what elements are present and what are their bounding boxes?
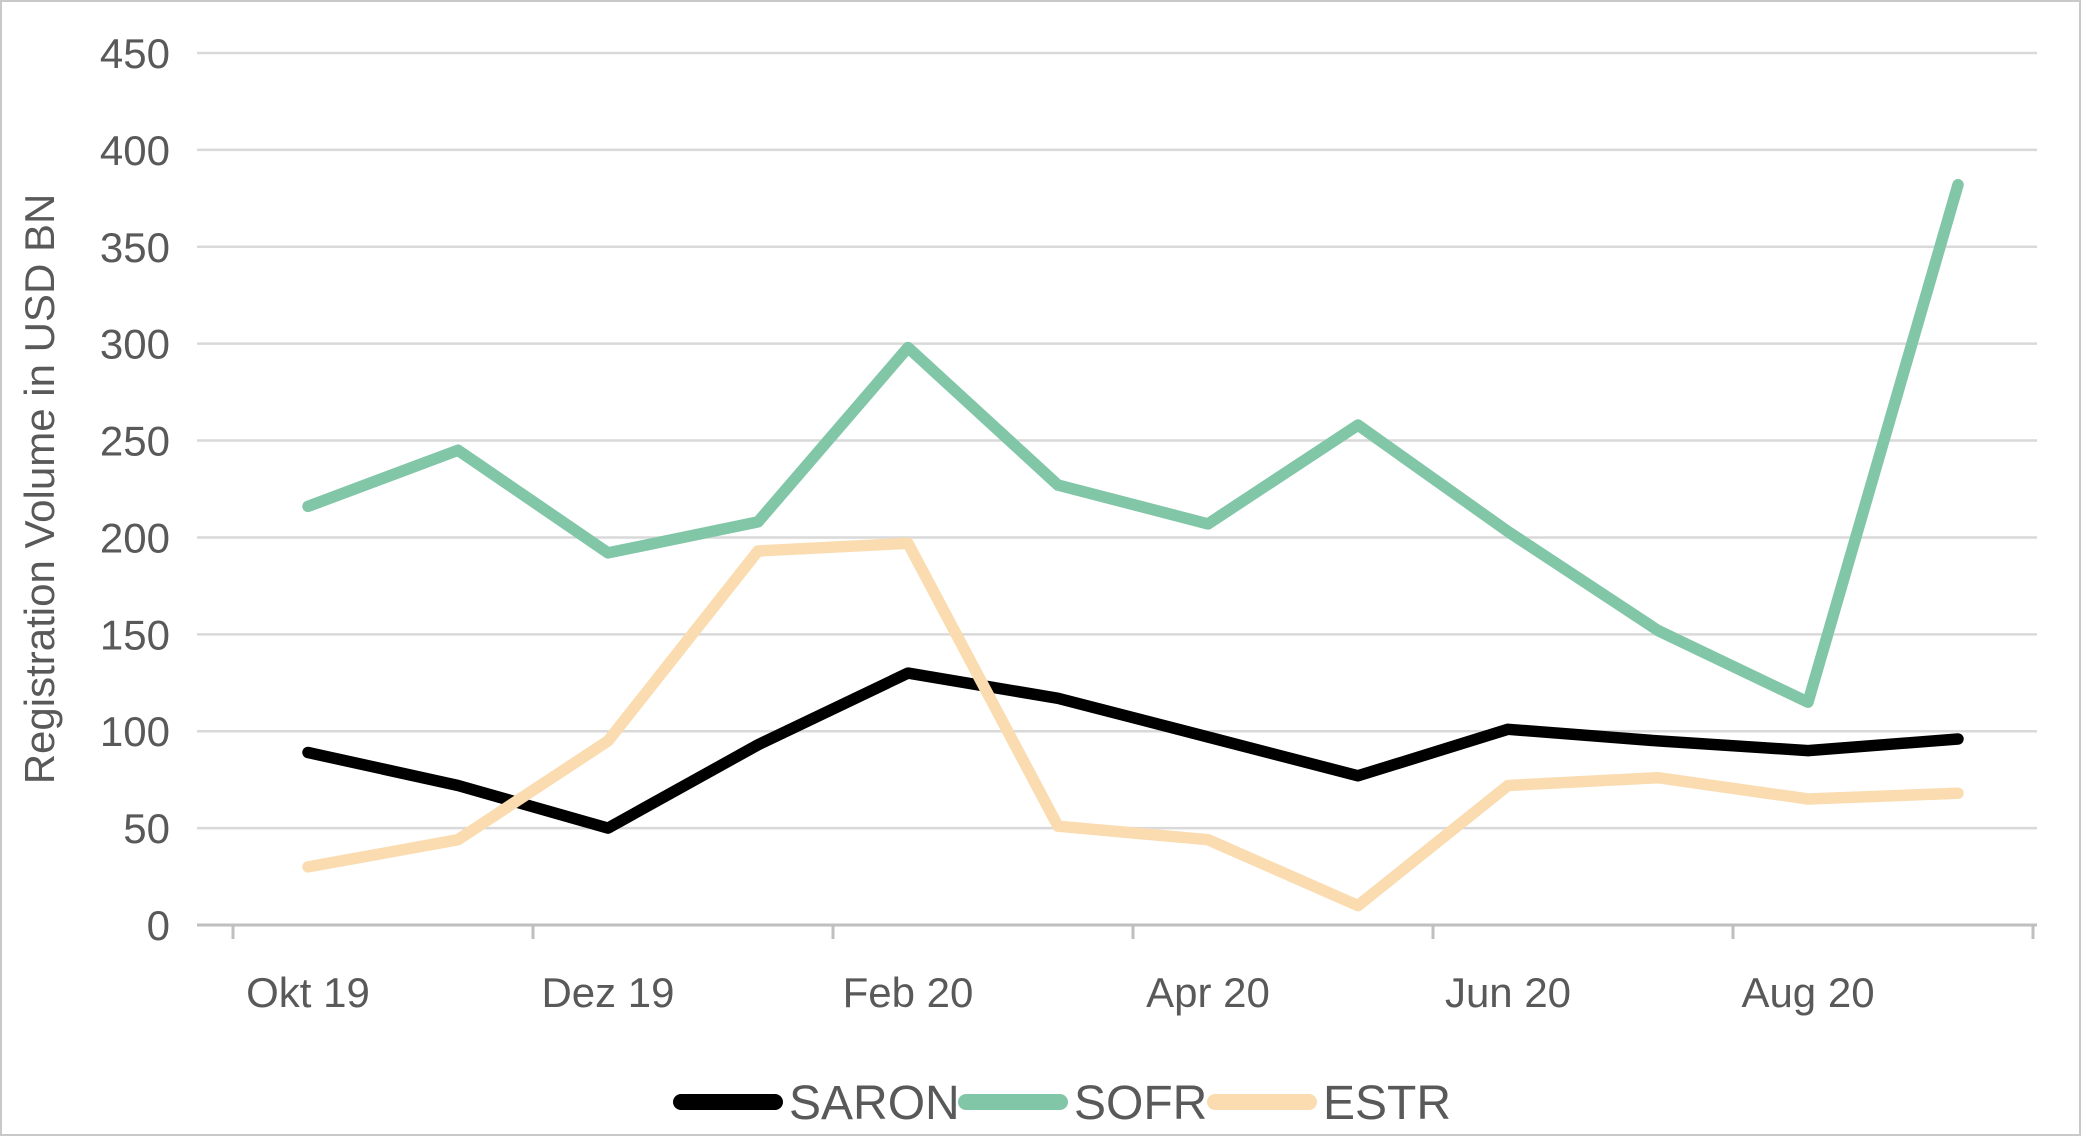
series-lines bbox=[302, 179, 1964, 912]
y-axis-title: Registration Volume in USD BN bbox=[16, 194, 63, 785]
series-line-sofr bbox=[302, 179, 1964, 708]
series-line-saron bbox=[302, 667, 1964, 834]
y-tick-label-100: 100 bbox=[100, 708, 170, 755]
legend-item-saron: SARON bbox=[673, 1077, 960, 1130]
legend: SARON SOFR ESTR bbox=[673, 1077, 1451, 1130]
x-tick-label-aug-20: Aug 20 bbox=[1741, 969, 1874, 1016]
y-tick-label-250: 250 bbox=[100, 418, 170, 465]
y-tick-label-150: 150 bbox=[100, 611, 170, 658]
y-tick-label-300: 300 bbox=[100, 321, 170, 368]
legend-label-estr: ESTR bbox=[1323, 1077, 1451, 1130]
y-axis-tick-labels: 0 50 100 150 200 250 300 350 400 450 bbox=[100, 30, 170, 949]
y-tick-label-0: 0 bbox=[147, 902, 170, 949]
series-line-estr bbox=[302, 537, 1964, 912]
x-axis-tick-labels: Okt 19 Dez 19 Feb 20 Apr 20 Jun 20 Aug 20 bbox=[246, 969, 1874, 1016]
y-tick-label-450: 450 bbox=[100, 30, 170, 77]
y-tick-label-50: 50 bbox=[123, 805, 170, 852]
x-tick-label-apr-20: Apr 20 bbox=[1146, 969, 1270, 1016]
legend-item-sofr: SOFR bbox=[958, 1077, 1207, 1130]
x-tick-label-dez-19: Dez 19 bbox=[541, 969, 674, 1016]
y-tick-label-200: 200 bbox=[100, 514, 170, 561]
x-tick-label-jun-20: Jun 20 bbox=[1445, 969, 1571, 1016]
y-tick-label-400: 400 bbox=[100, 127, 170, 174]
legend-label-saron: SARON bbox=[789, 1077, 960, 1130]
legend-label-sofr: SOFR bbox=[1074, 1077, 1207, 1130]
y-tick-label-350: 350 bbox=[100, 224, 170, 271]
legend-item-estr: ESTR bbox=[1207, 1077, 1451, 1130]
x-tick-label-feb-20: Feb 20 bbox=[843, 969, 974, 1016]
gridlines bbox=[197, 51, 2037, 830]
x-axis bbox=[197, 923, 2037, 939]
x-tick-label-okt-19: Okt 19 bbox=[246, 969, 370, 1016]
